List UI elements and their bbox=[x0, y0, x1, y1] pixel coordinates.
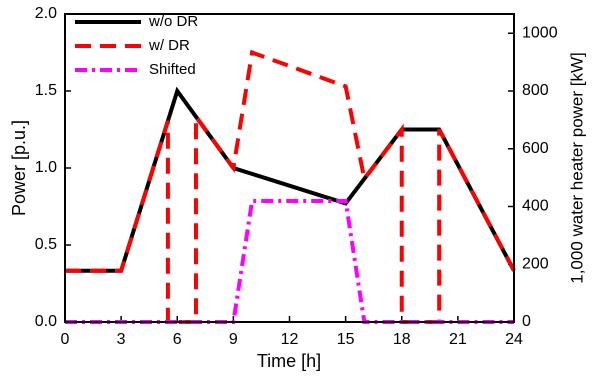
x-tick-label: 21 bbox=[449, 331, 467, 348]
x-tick-label: 6 bbox=[173, 331, 182, 348]
line-series bbox=[65, 198, 514, 324]
legend-label: Shifted bbox=[149, 61, 196, 78]
y2-tick-label: 800 bbox=[522, 82, 549, 99]
y2-tick-label: 400 bbox=[522, 198, 549, 215]
x-tick-label: 15 bbox=[337, 331, 355, 348]
x-tick-label: 9 bbox=[229, 331, 238, 348]
y2-tick-label: 600 bbox=[522, 140, 549, 157]
x-tick-label: 12 bbox=[281, 331, 299, 348]
y-tick-label: 1.5 bbox=[35, 82, 57, 99]
x-axis-label: Time [h] bbox=[257, 351, 321, 371]
x-tick-label: 24 bbox=[505, 331, 523, 348]
y2-tick-label: 1000 bbox=[522, 24, 558, 41]
legend-label: w/o DR bbox=[148, 13, 198, 30]
y-tick-label: 1.0 bbox=[35, 159, 57, 176]
x-tick-label: 18 bbox=[393, 331, 411, 348]
x-tick-label: 0 bbox=[61, 331, 70, 348]
y-tick-label: 2.0 bbox=[35, 5, 57, 22]
legend-label: w/ DR bbox=[148, 37, 190, 54]
y2-axis-label: 1,000 water heater power [kW] bbox=[567, 52, 586, 284]
plot-frame bbox=[64, 13, 515, 323]
y-axis-label: Power [p.u.] bbox=[9, 120, 29, 216]
y-tick-label: 0.0 bbox=[35, 313, 57, 330]
line-series bbox=[65, 86, 516, 273]
y2-tick-label: 0 bbox=[522, 313, 531, 330]
x-tick-label: 3 bbox=[117, 331, 126, 348]
y-tick-label: 0.5 bbox=[35, 236, 57, 253]
y2-tick-label: 200 bbox=[522, 255, 549, 272]
